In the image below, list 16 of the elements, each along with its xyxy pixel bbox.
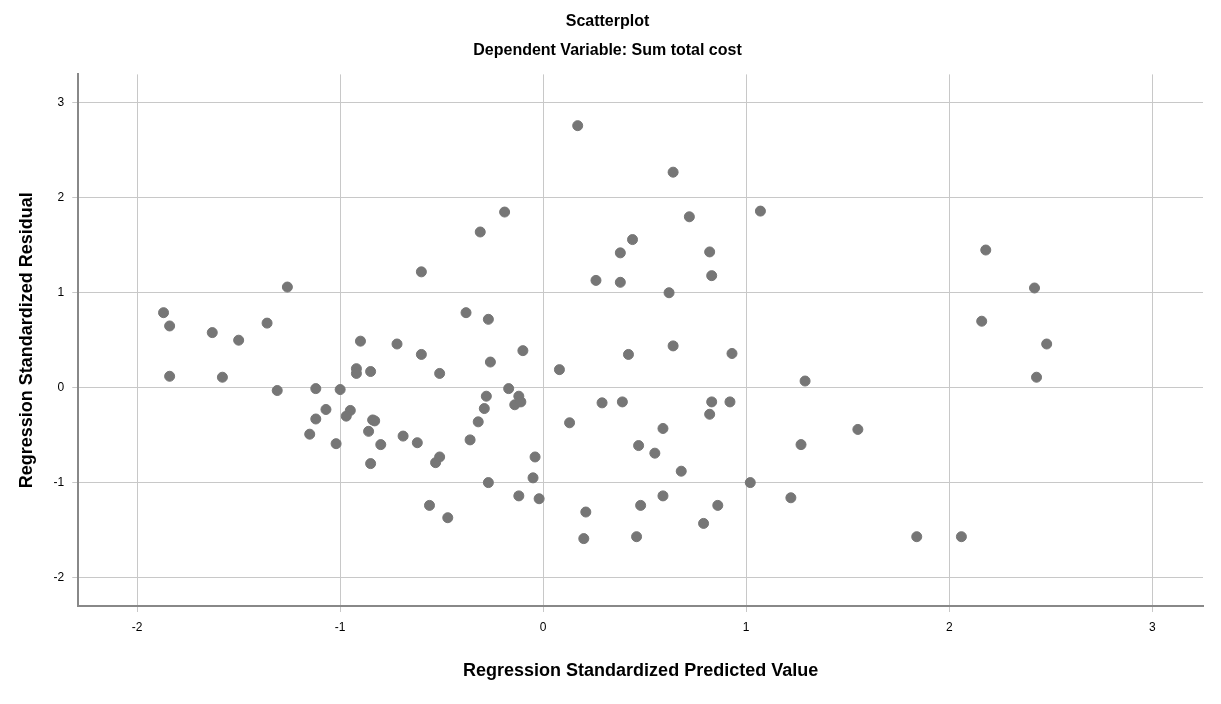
x-tick-label: 0: [539, 619, 547, 634]
y-tick-label: 2: [57, 190, 65, 205]
x-tick-label: -1: [334, 619, 346, 634]
x-tick-label: 3: [1148, 619, 1156, 634]
y-tick-label: 1: [57, 285, 65, 300]
chart-title: Scatterplot: [565, 12, 650, 30]
y-axis-title: Regression Standardized Residual: [15, 192, 36, 489]
x-tick-label: -2: [131, 619, 143, 634]
x-axis-title: Regression Standardized Predicted Value: [463, 660, 819, 681]
y-tick-label: 0: [57, 379, 65, 394]
chart-subtitle: Dependent Variable: Sum total cost: [473, 41, 743, 59]
y-tick-label: -2: [53, 569, 65, 584]
y-tick-label: -1: [53, 474, 65, 489]
x-tick-label: 2: [945, 619, 953, 634]
x-tick-label: 1: [742, 619, 750, 634]
y-tick-label: 3: [57, 95, 65, 110]
